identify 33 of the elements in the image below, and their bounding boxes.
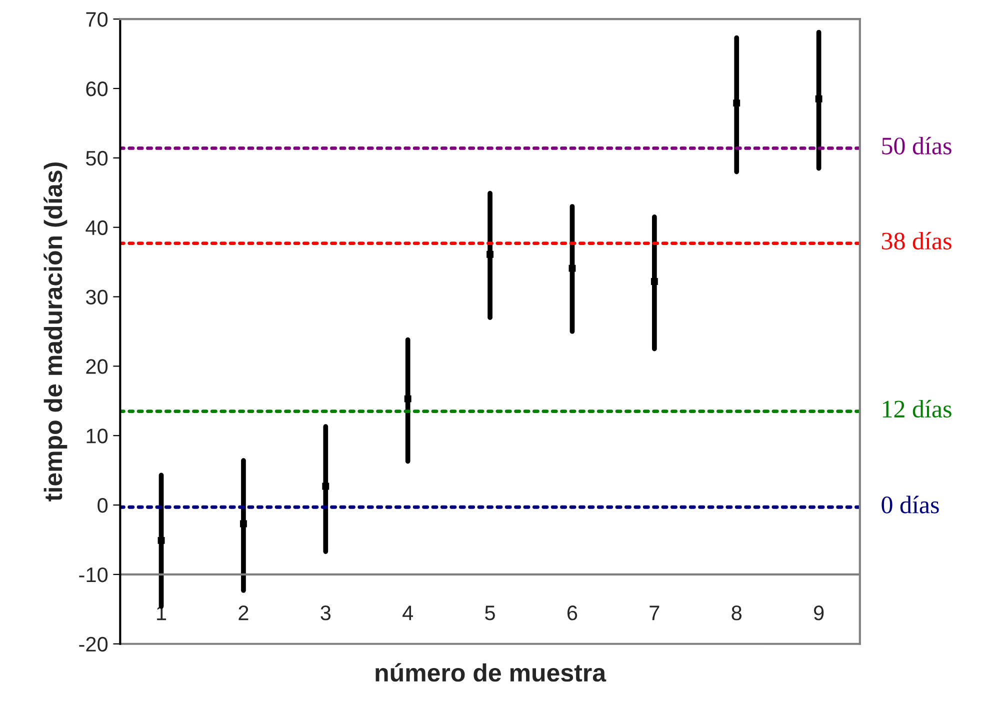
ref-line-label: 0 días <box>882 496 939 514</box>
y-tick-label: 50 <box>86 150 108 166</box>
y-tick-label: 20 <box>86 359 108 374</box>
y-tick-label: 60 <box>86 81 108 96</box>
y-tick-label: 30 <box>86 290 108 305</box>
point <box>158 536 165 544</box>
x-tick-label: 2 <box>238 606 248 620</box>
point <box>733 100 740 107</box>
y-tick-label: 10 <box>86 428 108 444</box>
point <box>815 95 822 102</box>
y-tick-label: 40 <box>86 220 108 236</box>
x-tick-label: 5 <box>485 606 495 620</box>
x-tick-label: 6 <box>567 606 578 620</box>
x-tick-label: 4 <box>402 606 414 620</box>
ref-line-label: 38 días <box>882 232 952 250</box>
x-tick-label: 7 <box>650 606 660 620</box>
ref-line-label: 50 días <box>882 136 952 154</box>
point <box>322 482 330 490</box>
y-tick-label: -10 <box>79 567 108 582</box>
y-tick-label: 70 <box>86 12 108 27</box>
x-axis-title: número de muestra <box>376 663 606 682</box>
x-tick-label: 3 <box>320 606 331 620</box>
x-tick-label: 8 <box>732 606 742 620</box>
y-tick-label: 0 <box>98 498 108 513</box>
point <box>568 264 576 272</box>
point <box>240 520 247 528</box>
point <box>486 250 494 258</box>
y-axis-title: tiempo de maduración (días) <box>44 162 68 502</box>
ref-line-label: 12 días <box>882 400 952 418</box>
x-tick-label: 9 <box>814 606 824 620</box>
y-tick-label: -20 <box>79 636 108 652</box>
point <box>404 395 412 402</box>
point <box>650 278 658 285</box>
